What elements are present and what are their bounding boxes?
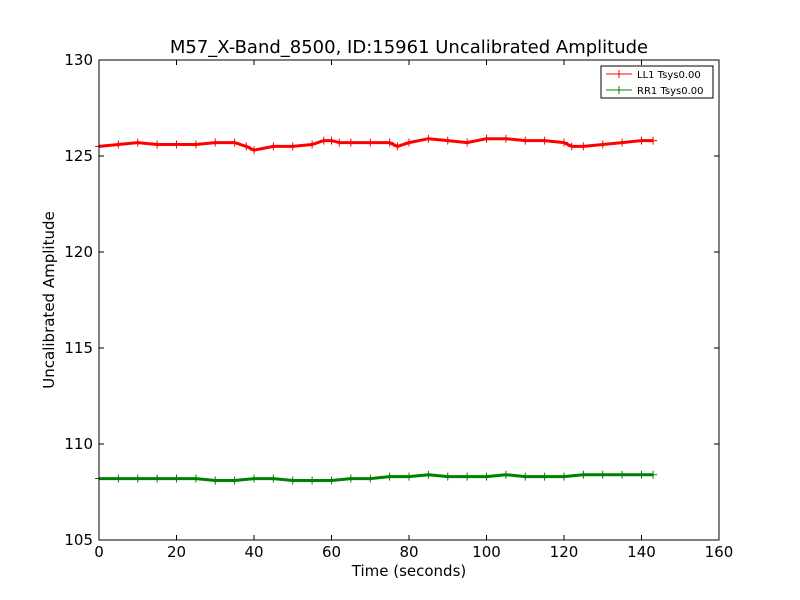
data-point: [230, 476, 239, 485]
data-point: [133, 474, 142, 483]
data-point: [540, 136, 549, 145]
x-tick-label: 100: [472, 543, 501, 561]
data-point: [443, 472, 452, 481]
data-point: [501, 470, 510, 479]
plot-area: [99, 60, 719, 540]
data-point: [288, 476, 297, 485]
legend: LL1 Tsys0.00 RR1 Tsys0.00: [600, 65, 714, 99]
data-point: [133, 138, 142, 147]
data-point: [463, 138, 472, 147]
data-point: [346, 474, 355, 483]
axes-background: [99, 60, 719, 540]
data-point: [191, 140, 200, 149]
data-point: [579, 142, 588, 151]
data-point: [424, 134, 433, 143]
data-point: [482, 472, 491, 481]
x-tick-label: 60: [322, 543, 341, 561]
data-point: [598, 140, 607, 149]
legend-box: [600, 65, 714, 99]
data-point: [393, 142, 402, 151]
data-point: [288, 142, 297, 151]
data-point: [211, 138, 220, 147]
data-point: [211, 476, 220, 485]
data-point: [405, 472, 413, 481]
data-point: [521, 136, 530, 145]
x-tick-label: 120: [550, 543, 579, 561]
x-tick-label: 20: [167, 543, 186, 561]
data-point: [385, 472, 394, 481]
data-point: [560, 472, 568, 481]
ticks-layer: 0 20 40 60 80 100 120 140 160 105 110 115 120 125 130: [64, 51, 733, 561]
data-point: [598, 470, 607, 479]
data-point: [637, 470, 646, 479]
data-point: [250, 474, 258, 483]
data-point: [114, 140, 123, 149]
data-point: [153, 474, 162, 483]
data-point: [482, 134, 491, 143]
legend-marker: [615, 70, 623, 78]
x-tick-label: 0: [94, 543, 104, 561]
data-point: [463, 472, 472, 481]
data-point: [172, 140, 181, 149]
data-point: [269, 142, 278, 151]
data-point: [308, 140, 317, 149]
data-point: [366, 138, 375, 147]
x-tick-label: 80: [399, 543, 418, 561]
data-point: [443, 136, 452, 145]
data-point: [346, 138, 355, 147]
data-point: [327, 476, 336, 485]
legend-label: RR1 Tsys0.00: [637, 86, 704, 97]
data-point: [649, 136, 658, 145]
data-point: [618, 470, 627, 479]
data-point: [567, 142, 576, 151]
y-tick-label: 130: [64, 51, 93, 69]
chart-title: M57_X-Band_8500, ID:15961 Uncalibrated A…: [170, 37, 648, 58]
data-point: [269, 474, 278, 483]
data-point: [250, 146, 258, 155]
x-axis-label: Time (seconds): [351, 562, 467, 580]
data-point: [242, 142, 251, 151]
data-point: [579, 470, 588, 479]
data-point: [649, 470, 658, 479]
y-tick-label: 105: [64, 531, 93, 549]
legend-marker: [615, 86, 623, 94]
data-point: [114, 474, 123, 483]
y-tick-label: 125: [64, 147, 93, 165]
data-point: [501, 134, 510, 143]
data-point: [405, 138, 413, 147]
y-tick-label: 120: [64, 243, 93, 261]
data-point: [618, 138, 627, 147]
series-1: [95, 470, 658, 485]
data-point: [308, 476, 317, 485]
series-layer: [95, 134, 658, 485]
data-point: [521, 472, 530, 481]
data-point: [540, 472, 549, 481]
x-tick-label: 160: [705, 543, 734, 561]
y-tick-label: 115: [64, 339, 93, 357]
data-point: [366, 474, 375, 483]
x-tick-label: 140: [627, 543, 656, 561]
data-point: [327, 136, 336, 145]
data-point: [230, 138, 239, 147]
data-point: [172, 474, 181, 483]
data-point: [319, 136, 328, 145]
y-axis-label: Uncalibrated Amplitude: [40, 211, 58, 388]
data-point: [191, 474, 200, 483]
data-point: [153, 140, 162, 149]
y-tick-label: 110: [64, 435, 93, 453]
data-point: [424, 470, 433, 479]
data-point: [560, 138, 568, 147]
data-point: [637, 136, 646, 145]
series-0: [95, 134, 658, 155]
x-tick-label: 40: [244, 543, 263, 561]
data-point: [335, 138, 344, 147]
legend-label: LL1 Tsys0.00: [637, 70, 701, 81]
data-point: [385, 138, 394, 147]
